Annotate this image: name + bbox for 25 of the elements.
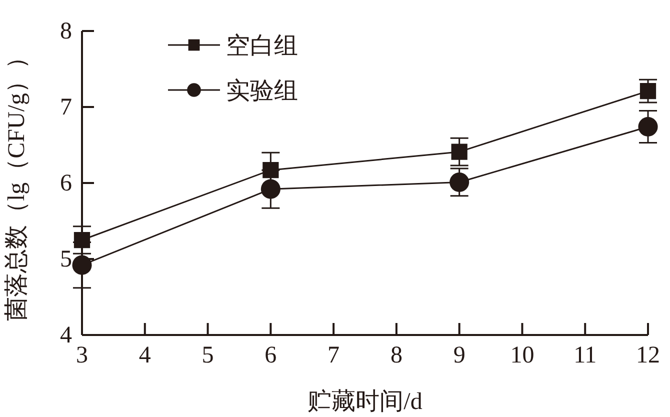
legend-label: 实验组 [226, 76, 298, 104]
point [640, 82, 656, 100]
y-tick-label: 4 [60, 322, 72, 349]
y-tick-label: 5 [60, 246, 72, 273]
x-tick-label: 12 [636, 342, 660, 369]
x-tick-label: 4 [138, 342, 151, 369]
point [260, 179, 280, 199]
x-tick-label: 9 [453, 342, 466, 369]
x-tick-label: 8 [390, 342, 402, 369]
x-tick-label: 6 [264, 342, 277, 369]
point [450, 172, 470, 192]
x-tick-label: 10 [510, 342, 534, 369]
point [72, 255, 92, 275]
y-tick-label: 6 [60, 170, 72, 197]
point [451, 144, 468, 160]
y-axis-title: 菌落总数（lg（CFU/g）） [4, 44, 30, 322]
x-axis-title: 贮藏时间/d [308, 389, 422, 415]
legend-label: 空白组 [226, 31, 298, 60]
x-tick-label: 5 [202, 342, 214, 369]
y-tick-label: 7 [60, 94, 72, 121]
y-tick-label: 8 [60, 18, 72, 45]
x-tick-label: 11 [574, 342, 597, 369]
point [638, 117, 658, 137]
x-tick-label: 3 [76, 342, 88, 369]
x-tick-label: 7 [328, 342, 340, 369]
